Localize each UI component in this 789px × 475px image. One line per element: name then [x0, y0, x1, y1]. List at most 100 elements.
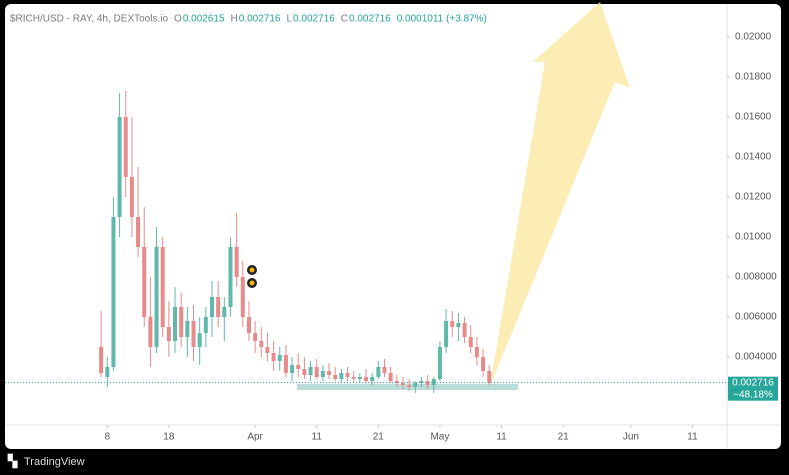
brand: TradingView [24, 456, 85, 468]
candle-body [382, 367, 387, 373]
candle-body [253, 333, 258, 341]
candle-body [431, 379, 436, 385]
candle-body [327, 371, 332, 375]
candle-body [222, 307, 227, 317]
candle-body [357, 377, 362, 379]
candle-body [216, 297, 221, 317]
candle-body [419, 381, 424, 383]
candle-body [394, 381, 399, 383]
candle-body [351, 377, 356, 379]
candle-body [240, 277, 245, 317]
candle-body [468, 337, 473, 347]
x-tick-label: Apr [247, 432, 263, 443]
candle-body [203, 317, 208, 333]
candle-body [400, 383, 405, 385]
y-tick-label: 0.004000 [735, 352, 777, 363]
l-val: 0.002716 [293, 14, 335, 25]
candle-body [105, 367, 110, 377]
y-tick-label: 0.008000 [735, 272, 777, 283]
candle-body [425, 381, 430, 385]
forecast-arrow [490, 2, 630, 386]
candle-body [474, 347, 479, 357]
x-tick-label: 18 [163, 432, 175, 443]
candle-body [246, 317, 251, 333]
candle-body [234, 247, 239, 277]
price-box-bg [728, 376, 778, 401]
candle-body [191, 321, 196, 347]
candle-body [407, 385, 412, 387]
y-tick-label: 0.01800 [735, 72, 772, 83]
candle-body [259, 341, 264, 347]
candle-body [364, 377, 368, 381]
candle-body [148, 317, 153, 347]
candle-body [437, 347, 442, 379]
y-tick-label: 0.01200 [735, 192, 772, 203]
price-box: 0.002716 −48.18% [728, 376, 778, 401]
o-val: 0.002615 [183, 14, 225, 25]
candle-body [129, 177, 134, 217]
candle-body [339, 373, 344, 379]
plot [5, 36, 730, 428]
candle-body [370, 377, 375, 381]
candle-body [173, 307, 178, 341]
candle-body [456, 323, 461, 327]
candle-body [228, 247, 233, 307]
candle-body [136, 217, 141, 247]
h-key: H [231, 14, 238, 25]
candle-body [413, 383, 418, 387]
candle-body [142, 247, 147, 317]
candle-body [314, 367, 319, 377]
x-tick-label: 21 [558, 432, 570, 443]
candle-body [209, 297, 214, 317]
candle-body [345, 373, 350, 377]
x-tick-label: 21 [373, 432, 385, 443]
o-key: O [174, 14, 182, 25]
y-tick-label: 0.01000 [735, 232, 772, 243]
x-tick-label: 11 [312, 432, 323, 443]
candle-body [277, 355, 282, 361]
y-tick-label: 0.006000 [735, 312, 777, 323]
event-icon-dot [249, 267, 255, 273]
candle-body [185, 321, 190, 337]
candle-body [117, 117, 122, 217]
brand-logo: ▚ [7, 453, 18, 469]
change: 0.0001011 (+3.87%) [397, 14, 487, 25]
x-tick-label: Jun [623, 432, 639, 443]
x-tick-label: May [430, 432, 449, 443]
x-tick-label: 11 [496, 432, 507, 443]
l-key: L [286, 14, 292, 25]
event-icon-dot [249, 280, 255, 286]
candle-body [302, 369, 307, 375]
candle-body [320, 371, 325, 377]
x-tick-label: 11 [687, 432, 698, 443]
c-val: 0.002716 [349, 14, 391, 25]
candle-body [450, 321, 455, 327]
symbol: $RICH/USD - RAY, 4h, DEXTools.io [10, 14, 168, 25]
candle-body [487, 371, 492, 383]
legend-header: $RICH/USD - RAY, 4h, DEXTools.io O 0.0026… [10, 14, 487, 25]
candle-body [444, 321, 449, 347]
candle-body [333, 375, 338, 379]
candle-body [166, 327, 171, 341]
candle-body [271, 353, 276, 361]
candle-body [376, 367, 381, 377]
change-percent: −48.18% [733, 389, 773, 400]
candle-body [160, 247, 165, 327]
y-tick-label: 0.01400 [735, 152, 772, 163]
candle-body [290, 365, 295, 373]
candle-body [197, 333, 202, 347]
y-tick-label: 0.01600 [735, 112, 772, 123]
candle-body [179, 307, 184, 337]
candle-body [111, 217, 116, 367]
candle-body [123, 117, 128, 177]
c-key: C [341, 14, 348, 25]
x-tick-label: 8 [104, 432, 110, 443]
candle-body [265, 347, 270, 353]
y-tick-label: 0.02000 [735, 32, 772, 43]
candle-body [462, 323, 467, 337]
candle-body [99, 347, 104, 373]
candle-body [283, 355, 288, 373]
candle-body [296, 365, 301, 369]
last-price: 0.002716 [732, 377, 774, 388]
